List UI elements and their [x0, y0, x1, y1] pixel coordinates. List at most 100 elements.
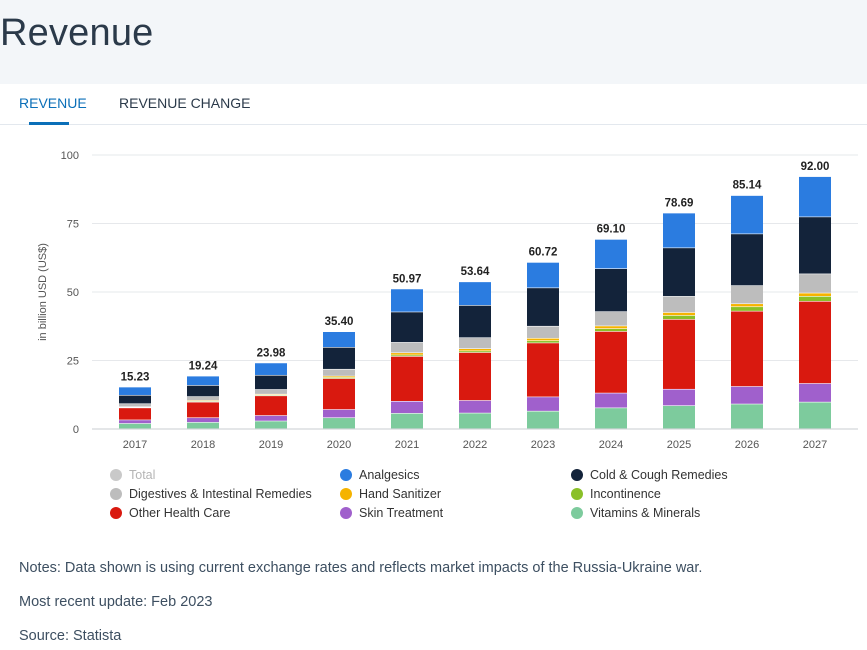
- total-label: 23.98: [257, 347, 286, 359]
- bar-segment: [255, 389, 287, 394]
- total-label: 50.97: [393, 273, 422, 285]
- y-tick-label: 0: [73, 424, 79, 436]
- bar-segment: [663, 248, 695, 297]
- bar-segment: [459, 352, 491, 401]
- y-tick-label: 50: [67, 287, 79, 299]
- bar-segment: [323, 369, 355, 376]
- x-tick-label: 2026: [735, 439, 759, 451]
- update-text: Most recent update: Feb 2023: [19, 594, 213, 610]
- x-tick-label: 2018: [191, 439, 215, 451]
- bar-segment: [595, 268, 627, 312]
- bar-segment: [391, 342, 423, 353]
- y-axis-label: in billion USD (US$): [37, 243, 49, 341]
- bar-segment: [799, 383, 831, 402]
- legend-swatch: [110, 488, 122, 500]
- bar-segment: [391, 413, 423, 429]
- bar-segment: [527, 411, 559, 429]
- bar-segment: [799, 301, 831, 384]
- bar-segment: [323, 347, 355, 369]
- x-tick-label: 2025: [667, 439, 691, 451]
- bar-segment: [527, 397, 559, 411]
- bar-segment: [799, 176, 831, 217]
- legend-swatch: [110, 469, 122, 481]
- bar-segment: [595, 328, 627, 332]
- bar-segment: [799, 402, 831, 429]
- bar-segment: [391, 356, 423, 401]
- bar-segment: [663, 405, 695, 429]
- x-tick-label: 2020: [327, 439, 351, 451]
- bar-segment: [663, 389, 695, 406]
- x-tick-label: 2027: [803, 439, 827, 451]
- bar-segment: [731, 386, 763, 404]
- bar-segment: [663, 312, 695, 316]
- tab-revenue[interactable]: REVENUE: [19, 95, 87, 111]
- legend-label: Total: [129, 468, 156, 482]
- source-text: Source: Statista: [19, 628, 122, 644]
- bar-segment: [323, 376, 355, 378]
- bar-segment: [663, 296, 695, 313]
- total-label: 92.00: [801, 161, 830, 173]
- bar-segment: [799, 274, 831, 293]
- legend-item[interactable]: Cold & Cough Remedies: [571, 468, 728, 482]
- bar-segment: [731, 234, 763, 286]
- bar-segment: [323, 418, 355, 429]
- bar-segment: [527, 341, 559, 343]
- bar-segment: [527, 326, 559, 338]
- bar-segment: [595, 408, 627, 429]
- legend-item[interactable]: Digestives & Intestinal Remedies: [110, 487, 312, 501]
- bar-segment: [799, 293, 831, 297]
- stacked-bar-chart: 0 25 50 75 100 in billion USD (US$) 15.23 2017 1…: [37, 150, 858, 451]
- legend-item[interactable]: Total: [110, 468, 155, 482]
- bar-segment: [731, 404, 763, 429]
- bar-segment: [595, 326, 627, 329]
- bar-segment: [187, 396, 219, 401]
- notes-text: Notes: Data shown is using current excha…: [19, 560, 703, 576]
- bar-segment: [459, 305, 491, 338]
- bar-segment: [255, 421, 287, 429]
- legend-swatch: [110, 507, 122, 519]
- bar-segment: [323, 332, 355, 348]
- bar-segment: [187, 422, 219, 429]
- legend-item[interactable]: Incontinence: [571, 487, 661, 501]
- bar-segment: [459, 400, 491, 413]
- legend-item[interactable]: Hand Sanitizer: [340, 487, 441, 501]
- bar-segment: [119, 387, 151, 395]
- bar-segment: [731, 311, 763, 387]
- bar-segment: [731, 285, 763, 304]
- bar-segment: [663, 319, 695, 389]
- legend-swatch: [340, 507, 352, 519]
- bar-segment: [459, 282, 491, 306]
- tab-revenue-change[interactable]: REVENUE CHANGE: [119, 95, 251, 111]
- legend-label: Cold & Cough Remedies: [590, 468, 728, 482]
- bar-segment: [119, 423, 151, 429]
- legend-item[interactable]: Skin Treatment: [340, 506, 443, 520]
- legend-swatch: [571, 469, 583, 481]
- bar-segment: [187, 385, 219, 397]
- bar-segment: [459, 351, 491, 353]
- total-label: 60.72: [529, 247, 558, 259]
- bar-segment: [459, 338, 491, 349]
- legend-label: Analgesics: [359, 468, 420, 482]
- legend-item[interactable]: Analgesics: [340, 468, 419, 482]
- bar-segment: [595, 239, 627, 269]
- bar-segment: [663, 315, 695, 320]
- total-label: 19.24: [189, 360, 218, 372]
- page-title: Revenue: [0, 12, 154, 54]
- legend-label: Hand Sanitizer: [359, 487, 441, 501]
- x-tick-label: 2021: [395, 439, 419, 451]
- bar-segment: [459, 413, 491, 429]
- bar-segment: [391, 289, 423, 312]
- x-tick-label: 2019: [259, 439, 283, 451]
- total-label: 69.10: [597, 224, 626, 236]
- legend-item[interactable]: Other Health Care: [110, 506, 230, 520]
- x-tick-label: 2017: [123, 439, 147, 451]
- legend-item[interactable]: Vitamins & Minerals: [571, 506, 700, 520]
- bar-segment: [255, 396, 287, 416]
- legend-label: Other Health Care: [129, 506, 231, 520]
- bar-segment: [391, 312, 423, 343]
- y-tick-label: 25: [67, 356, 79, 368]
- bar-segment: [731, 304, 763, 307]
- y-tick-label: 100: [61, 150, 79, 162]
- legend-label: Vitamins & Minerals: [590, 506, 701, 520]
- bar-segment: [391, 355, 423, 357]
